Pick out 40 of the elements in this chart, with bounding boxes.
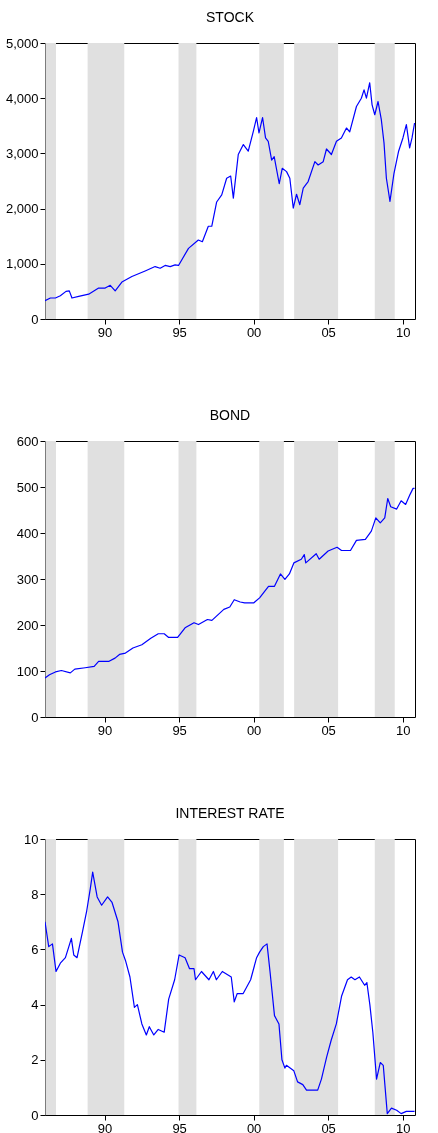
x-tick-label: 05: [321, 1120, 336, 1133]
x-tick-label: 90: [97, 1120, 113, 1133]
y-tick-label: 100: [16, 663, 39, 679]
y-tick-label: 300: [16, 571, 39, 587]
x-tick-label: 90: [97, 722, 113, 738]
x-tick-label: 90: [97, 324, 113, 340]
y-tick-label: 5,000: [5, 35, 39, 51]
y-tick-label: 2: [31, 1052, 39, 1068]
line-series: [45, 487, 415, 679]
y-tick-label: 200: [16, 617, 39, 633]
line-series: [45, 82, 415, 302]
x-tick-label: 00: [246, 324, 262, 340]
chart-title: INTEREST RATE: [175, 805, 285, 821]
line-series: [45, 871, 415, 1115]
x-tick-label: 10: [395, 324, 411, 340]
x-tick-label: 05: [321, 722, 336, 738]
y-tick-label: 0: [31, 311, 39, 327]
x-tick-label: 95: [172, 324, 187, 340]
y-tick-label: 2,000: [5, 201, 39, 217]
y-tick-label: 0: [31, 1107, 39, 1123]
y-tick-label: 8: [31, 886, 39, 902]
y-tick-label: 600: [16, 433, 39, 449]
x-tick-label: 10: [395, 722, 411, 738]
x-tick-label: 10: [395, 1120, 411, 1133]
y-tick-label: 3,000: [5, 145, 39, 161]
x-tick-label: 00: [246, 1120, 262, 1133]
chart-title: BOND: [209, 407, 251, 423]
x-tick-label: 95: [172, 1120, 187, 1133]
y-tick-label: 0: [31, 709, 39, 725]
y-tick-label: 400: [16, 525, 39, 541]
x-tick-label: 95: [172, 722, 187, 738]
x-tick-label: 05: [321, 324, 336, 340]
y-tick-label: 10: [24, 831, 39, 847]
chart-title: STOCK: [206, 9, 255, 25]
x-tick-label: 00: [246, 722, 262, 738]
y-tick-label: 6: [31, 941, 39, 957]
y-tick-label: 1,000: [5, 256, 39, 272]
y-tick-label: 4,000: [5, 90, 39, 106]
y-tick-label: 500: [16, 479, 39, 495]
y-tick-label: 4: [31, 997, 39, 1013]
